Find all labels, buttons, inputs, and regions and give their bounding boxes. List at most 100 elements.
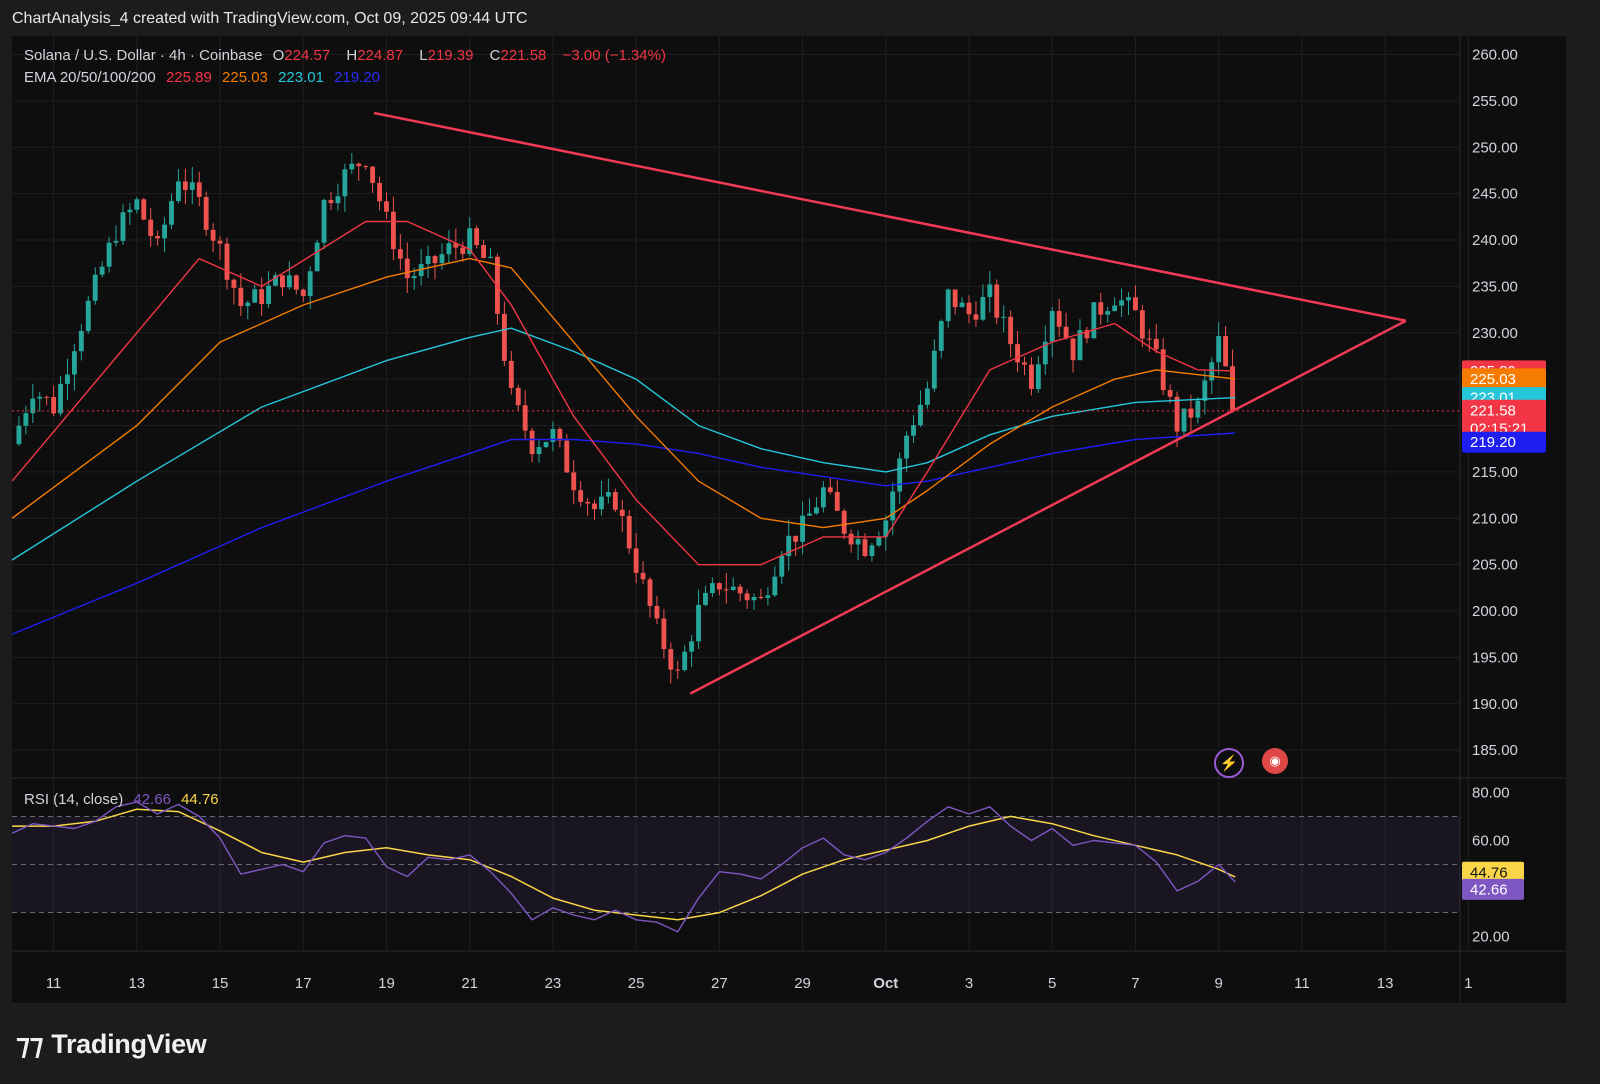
candle-body bbox=[1153, 338, 1159, 350]
candle-body bbox=[703, 592, 708, 605]
candle-body bbox=[314, 242, 320, 272]
candle-body bbox=[425, 256, 431, 265]
candle-body bbox=[1063, 326, 1069, 339]
time-tick-label: 3 bbox=[965, 975, 973, 992]
candle-body bbox=[1015, 344, 1020, 363]
candle-body bbox=[113, 240, 119, 243]
ema200-line bbox=[12, 432, 1236, 635]
time-tick-label: 17 bbox=[295, 975, 312, 992]
candle-body bbox=[765, 595, 771, 598]
candle-body bbox=[918, 404, 923, 426]
rsi-label[interactable]: RSI (14, close) bbox=[24, 791, 124, 808]
price-tick-label: 185.00 bbox=[1472, 742, 1518, 759]
ema50-badge: 225.03 bbox=[1470, 371, 1516, 388]
candle-body bbox=[744, 593, 750, 601]
ema100-line bbox=[12, 327, 1236, 561]
candle-body bbox=[529, 430, 535, 455]
candle-body bbox=[85, 300, 91, 332]
candle-body bbox=[585, 501, 591, 504]
candle-body bbox=[633, 548, 639, 573]
candle-body bbox=[467, 228, 473, 254]
resistance-trendline bbox=[373, 111, 1407, 322]
rsi-ma-value: 44.76 bbox=[181, 791, 219, 808]
candle-body bbox=[1160, 349, 1166, 391]
low-value: 219.39 bbox=[427, 47, 474, 64]
candle-body bbox=[1133, 297, 1138, 311]
price-tick-label: 255.00 bbox=[1472, 93, 1518, 110]
time-tick-label: 25 bbox=[628, 975, 645, 992]
candle-body bbox=[730, 586, 736, 591]
ema50-badge-bg bbox=[1462, 368, 1546, 390]
candle-body bbox=[446, 243, 452, 255]
candle-body bbox=[786, 535, 792, 557]
candle-body bbox=[266, 285, 272, 305]
time-tick-label: 11 bbox=[1294, 975, 1310, 992]
candle-body bbox=[1216, 336, 1222, 363]
candle-body bbox=[439, 254, 445, 264]
candle-body bbox=[564, 440, 570, 473]
time-tick-label: 1 bbox=[1464, 975, 1472, 992]
ema50-value: 225.03 bbox=[222, 69, 268, 86]
candle-body bbox=[716, 583, 722, 590]
us-flag-icon[interactable]: ◉ bbox=[1262, 748, 1288, 774]
candle-body bbox=[855, 539, 861, 545]
candle-body bbox=[675, 669, 681, 671]
candle-body bbox=[723, 589, 729, 591]
candle-body bbox=[321, 199, 327, 243]
candle-body bbox=[141, 199, 147, 220]
candle-body bbox=[501, 313, 507, 361]
candle-body bbox=[293, 275, 299, 290]
candle-body bbox=[474, 228, 480, 246]
candle-body bbox=[245, 302, 251, 307]
candle-body bbox=[92, 274, 98, 301]
price-tick-label: 240.00 bbox=[1472, 232, 1518, 249]
support-trendline bbox=[689, 319, 1407, 695]
tradingview-logo[interactable]: ⁊⁊ TradingView bbox=[16, 1028, 207, 1061]
candle-body bbox=[1174, 396, 1180, 432]
close-value: 221.58 bbox=[500, 47, 547, 64]
candle-body bbox=[273, 275, 278, 286]
ema200-badge: 219.20 bbox=[1470, 434, 1516, 451]
candle-body bbox=[952, 289, 958, 308]
lightning-icon[interactable]: ⚡ bbox=[1214, 748, 1244, 778]
candle-body bbox=[1035, 364, 1041, 390]
ema-label[interactable]: EMA 20/50/100/200 bbox=[24, 69, 156, 86]
candle-body bbox=[432, 256, 438, 264]
time-tick-label: 9 bbox=[1214, 975, 1222, 992]
candle-body bbox=[300, 289, 306, 296]
close-label: C bbox=[489, 47, 501, 64]
candle-body bbox=[1223, 336, 1229, 367]
candle-body bbox=[689, 641, 695, 652]
chart-frame[interactable]: 260.00 255.00 250.00 245.00 240.00 235.00 230.… bbox=[12, 36, 1566, 1003]
price-tick-label: 190.00 bbox=[1472, 696, 1518, 713]
candle-body bbox=[1146, 338, 1152, 340]
candle-body bbox=[841, 510, 847, 534]
ema-legend: EMA 20/50/100/200 225.89 225.03 223.01 2… bbox=[24, 69, 386, 86]
candle-body bbox=[51, 397, 57, 414]
candle-body bbox=[779, 556, 785, 577]
candle-body bbox=[1195, 400, 1201, 418]
symbol-label[interactable]: Solana / U.S. Dollar · 4h · Coinbase bbox=[24, 47, 263, 64]
candle-body bbox=[1188, 408, 1194, 418]
rsi-ma-line bbox=[12, 808, 1236, 921]
candle-body bbox=[1022, 362, 1027, 365]
price-tick-label: 200.00 bbox=[1472, 603, 1518, 620]
time-tick-label: 5 bbox=[1048, 975, 1056, 992]
candle-body bbox=[737, 586, 743, 594]
high-label: H bbox=[346, 47, 358, 64]
rsi-tick-label: 20.00 bbox=[1472, 929, 1510, 946]
candle-body bbox=[571, 472, 577, 491]
candle-body bbox=[99, 266, 105, 275]
candle-body bbox=[966, 302, 972, 315]
rsi-legend: RSI (14, close) 42.66 44.76 bbox=[24, 791, 225, 808]
candle-body bbox=[342, 169, 348, 197]
candle-body bbox=[155, 235, 161, 239]
candle-body bbox=[793, 535, 799, 542]
candle-body bbox=[1008, 316, 1014, 345]
candle-body bbox=[488, 256, 493, 258]
candle-body bbox=[834, 492, 840, 511]
candle-body bbox=[134, 199, 140, 210]
price-tick-label: 230.00 bbox=[1472, 325, 1518, 342]
candle-body bbox=[481, 245, 486, 258]
chart-canvas[interactable]: 260.00 255.00 250.00 245.00 240.00 235.00 230.… bbox=[12, 36, 1566, 1003]
